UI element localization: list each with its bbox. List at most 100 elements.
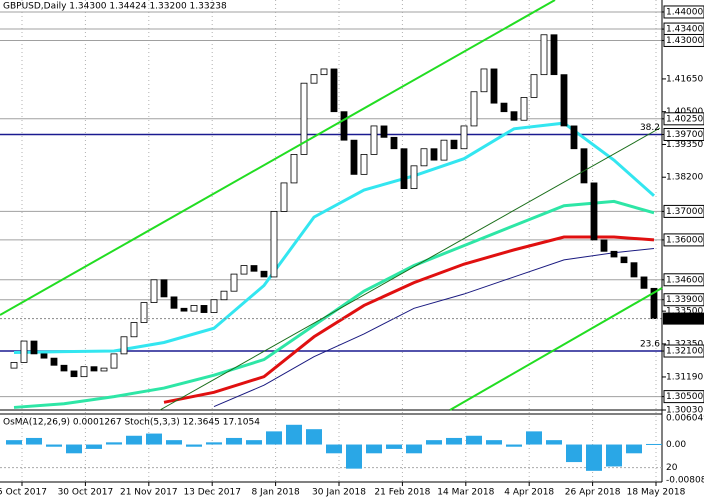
candle: [210, 299, 218, 313]
y-tick-box: [663, 293, 704, 307]
candle: [450, 139, 458, 150]
channel-upper: [0, 0, 556, 316]
last-price-label: 1.33238: [666, 314, 703, 324]
y-tick-box: [663, 33, 704, 47]
osma-bar: [486, 440, 502, 445]
y-tick-box: [663, 390, 704, 404]
chart-title: GBPUSD,Daily 1.34300 1.34424 1.33200 1.3…: [3, 2, 227, 12]
osma-bar: [606, 444, 622, 467]
x-tick-label: 14 Mar 2018: [437, 488, 494, 498]
candle: [520, 97, 528, 121]
candle: [150, 279, 158, 303]
y-tick-label: 1.31190: [666, 372, 703, 382]
y-tick-box: [663, 273, 704, 287]
candle: [100, 367, 108, 372]
osma-bar: [466, 435, 482, 445]
osma-bar: [386, 444, 402, 449]
candle: [410, 165, 418, 190]
candle: [580, 148, 588, 184]
candle: [360, 154, 368, 175]
osma-bar: [426, 440, 442, 445]
osma-bar: [346, 444, 362, 469]
candle: [500, 102, 508, 113]
candle: [230, 273, 238, 292]
moving-average: [163, 235, 655, 404]
candle: [50, 357, 58, 366]
osma-bar: [566, 444, 582, 463]
osma-bar: [106, 442, 122, 445]
osma-bar: [146, 433, 162, 445]
y-tick-label: 1.33500: [666, 307, 703, 317]
candle: [420, 148, 428, 167]
candle: [110, 353, 118, 369]
x-tick-label: 18 May 2018: [627, 488, 686, 498]
y-tick-label: 1.30030: [666, 406, 703, 416]
x-tick-label: 30 Jan 2018: [312, 488, 366, 498]
candle: [320, 68, 328, 76]
osma-bar: [446, 437, 462, 445]
candle: [570, 125, 578, 150]
candle: [480, 68, 488, 93]
fib-label: 23.6: [640, 340, 660, 350]
candle: [10, 362, 18, 369]
osma-bar: [646, 443, 662, 445]
y-tick-label: 1.38200: [666, 173, 703, 183]
x-tick-label: 4 Apr 2018: [504, 488, 554, 498]
candle: [30, 340, 38, 355]
candle: [220, 290, 228, 301]
candle: [640, 276, 648, 289]
osma-bar: [366, 444, 382, 454]
osma-bar: [46, 444, 62, 447]
y-tick-label: 1.34600: [666, 275, 703, 285]
x-tick-label: 8 Jan 2018: [251, 488, 299, 498]
candle: [510, 111, 518, 121]
osma-bar: [546, 440, 562, 445]
channel-lower: [449, 287, 663, 411]
y-tick-label: 1.33900: [666, 295, 703, 305]
candle: [240, 265, 248, 275]
osma-bar: [26, 437, 42, 445]
osma-bar: [226, 437, 242, 445]
y-tick-label: 1.32350: [666, 339, 703, 349]
x-tick-label: 21 Feb 2018: [374, 488, 430, 498]
candle: [590, 182, 598, 241]
osma-bar: [206, 442, 222, 445]
candle: [290, 154, 298, 184]
candle: [470, 91, 478, 127]
candle: [70, 370, 78, 378]
candle: [380, 125, 388, 138]
candle: [260, 270, 268, 278]
y-tick-box: [663, 204, 704, 218]
candle: [330, 68, 338, 113]
candle: [630, 262, 638, 278]
trend-line: [159, 127, 661, 411]
candle: [180, 307, 188, 312]
osma-bar: [326, 444, 342, 454]
candle: [40, 353, 48, 359]
y-tick-label: 1.43000: [666, 36, 703, 46]
candle: [370, 125, 378, 155]
fib-label: 38.2: [640, 123, 660, 133]
y-tick-label: 1.37000: [666, 207, 703, 217]
candle: [280, 182, 288, 212]
last-price-box: [663, 312, 704, 325]
candle: [440, 139, 448, 161]
candle: [250, 265, 258, 272]
osma-bar: [406, 444, 422, 454]
candle: [610, 250, 618, 258]
osma-bar: [186, 444, 202, 447]
candle: [90, 366, 98, 372]
candle: [190, 305, 198, 312]
candle: [20, 340, 28, 363]
moving-average: [213, 247, 655, 408]
y-tick-label: 1.41650: [666, 74, 703, 84]
y-tick-label: 1.40500: [666, 107, 703, 117]
y-tick-box: [663, 233, 704, 247]
osma-bar: [86, 444, 102, 449]
candle: [530, 74, 538, 98]
candle: [140, 302, 148, 323]
indicator-axis-label: 0.00: [666, 440, 686, 450]
y-tick-box: [663, 127, 704, 141]
